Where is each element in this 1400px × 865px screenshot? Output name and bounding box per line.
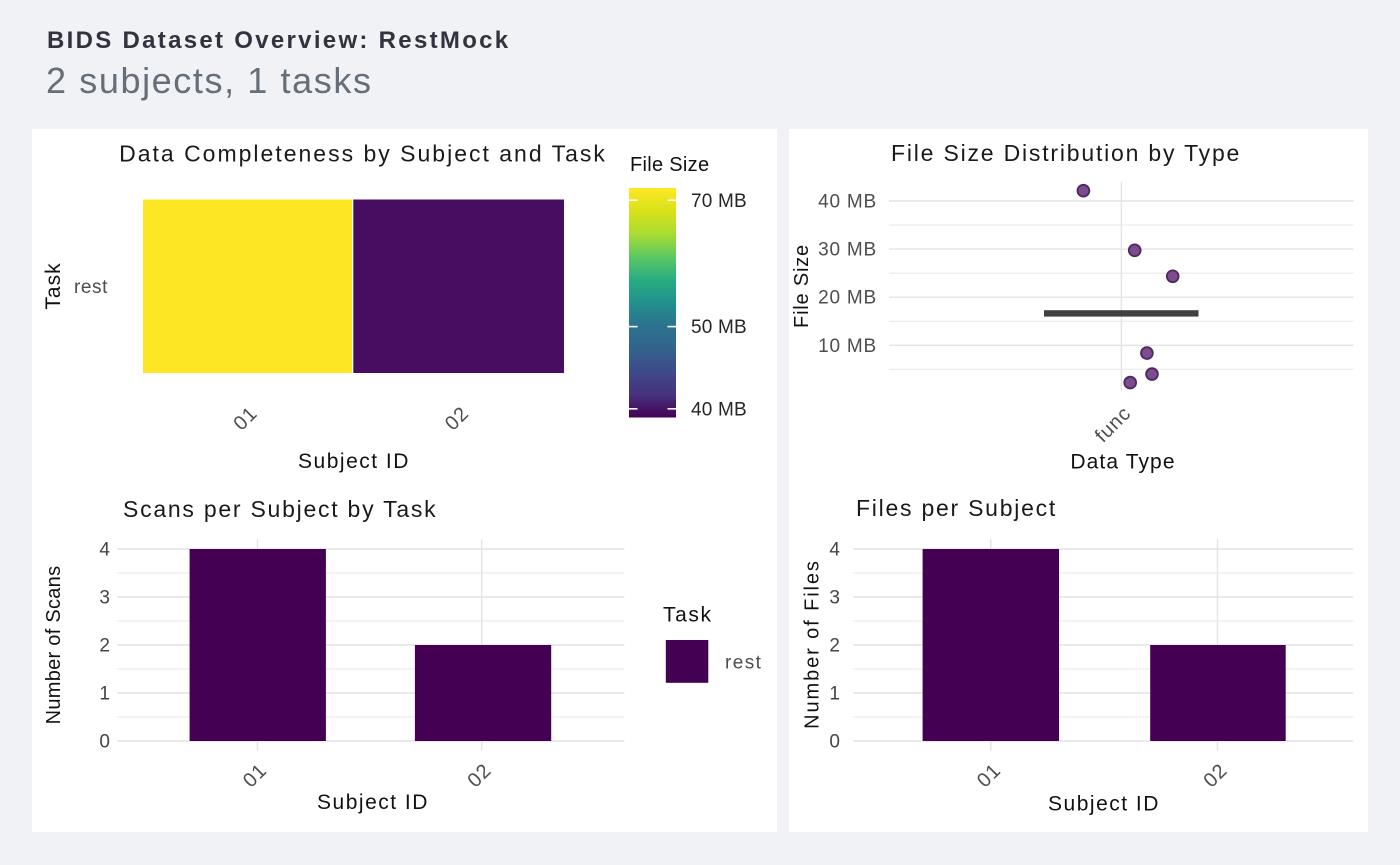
- svg-text:Data Type: Data Type: [1070, 451, 1175, 474]
- svg-text:10 MB: 10 MB: [818, 336, 877, 357]
- svg-text:Scans per Subject by Task: Scans per Subject by Task: [123, 496, 437, 522]
- svg-text:Data Completeness by Subject a: Data Completeness by Subject and Task: [119, 141, 607, 167]
- svg-text:Subject ID: Subject ID: [317, 791, 429, 814]
- svg-text:40 MB: 40 MB: [691, 399, 747, 420]
- svg-text:Files per Subject: Files per Subject: [856, 495, 1057, 521]
- svg-text:0: 0: [829, 732, 840, 753]
- svg-text:3: 3: [829, 588, 840, 609]
- svg-text:Subject ID: Subject ID: [1048, 793, 1160, 816]
- svg-text:Task: Task: [42, 262, 65, 309]
- svg-text:40 MB: 40 MB: [818, 192, 877, 213]
- svg-text:Number of Scans: Number of Scans: [43, 566, 65, 725]
- svg-text:1: 1: [829, 684, 840, 705]
- svg-text:50 MB: 50 MB: [691, 317, 747, 338]
- svg-text:3: 3: [99, 588, 110, 609]
- svg-text:2: 2: [99, 636, 110, 657]
- svg-text:File Size: File Size: [791, 244, 813, 328]
- svg-text:rest: rest: [725, 653, 762, 674]
- svg-text:File Size Distribution by Type: File Size Distribution by Type: [891, 140, 1241, 166]
- svg-text:rest: rest: [74, 277, 108, 298]
- svg-text:70 MB: 70 MB: [691, 191, 747, 212]
- svg-text:4: 4: [829, 540, 840, 561]
- svg-text:Task: Task: [663, 604, 713, 627]
- svg-text:Number of Files: Number of Files: [802, 559, 824, 729]
- svg-text:2: 2: [829, 636, 840, 657]
- svg-text:20 MB: 20 MB: [818, 288, 877, 309]
- svg-text:1: 1: [99, 684, 110, 705]
- svg-text:File Size: File Size: [630, 154, 709, 176]
- svg-text:30 MB: 30 MB: [818, 240, 877, 261]
- svg-text:0: 0: [99, 732, 110, 753]
- svg-text:Subject ID: Subject ID: [298, 450, 410, 473]
- svg-text:4: 4: [99, 540, 110, 561]
